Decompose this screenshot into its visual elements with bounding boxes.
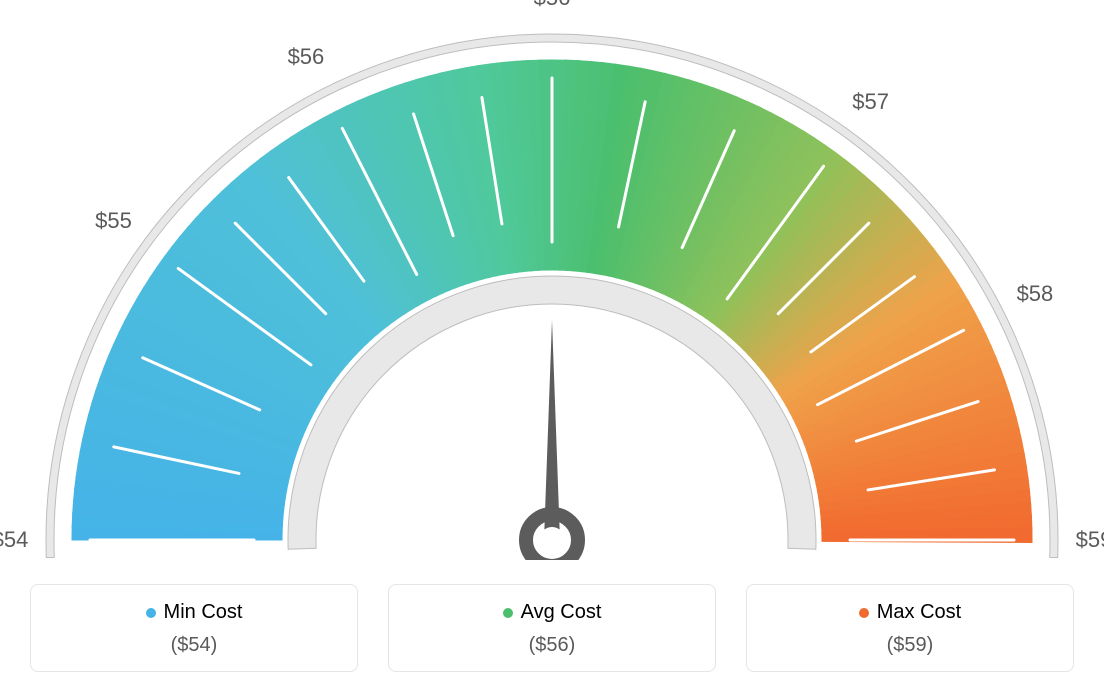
cost-gauge: $54 $55 $56 $56 $57 $58 $59 [0,0,1104,560]
gauge-scale-label: $54 [0,527,28,553]
legend-min-title: Min Cost [146,601,243,624]
legend-max-label: Max Cost [877,601,961,624]
legend-min: Min Cost ($54) [30,584,358,672]
legend-avg-title: Avg Cost [503,601,602,624]
legend-max-dot [859,608,869,618]
legend-row: Min Cost ($54) Avg Cost ($56) Max Cost (… [30,584,1074,672]
gauge-scale-label: $55 [95,208,132,234]
gauge-svg [0,0,1104,560]
legend-max-title: Max Cost [859,601,961,624]
legend-min-dot [146,608,156,618]
legend-min-label: Min Cost [164,601,243,624]
legend-max: Max Cost ($59) [746,584,1074,672]
legend-max-value: ($59) [757,634,1063,657]
gauge-scale-label: $56 [534,0,571,11]
gauge-scale-label: $58 [1017,281,1054,307]
legend-avg-value: ($56) [399,634,705,657]
legend-avg: Avg Cost ($56) [388,584,716,672]
legend-avg-label: Avg Cost [521,601,602,624]
gauge-scale-label: $59 [1076,527,1104,553]
legend-min-value: ($54) [41,634,347,657]
gauge-scale-label: $56 [288,44,325,70]
legend-avg-dot [503,608,513,618]
gauge-scale-label: $57 [852,89,889,115]
